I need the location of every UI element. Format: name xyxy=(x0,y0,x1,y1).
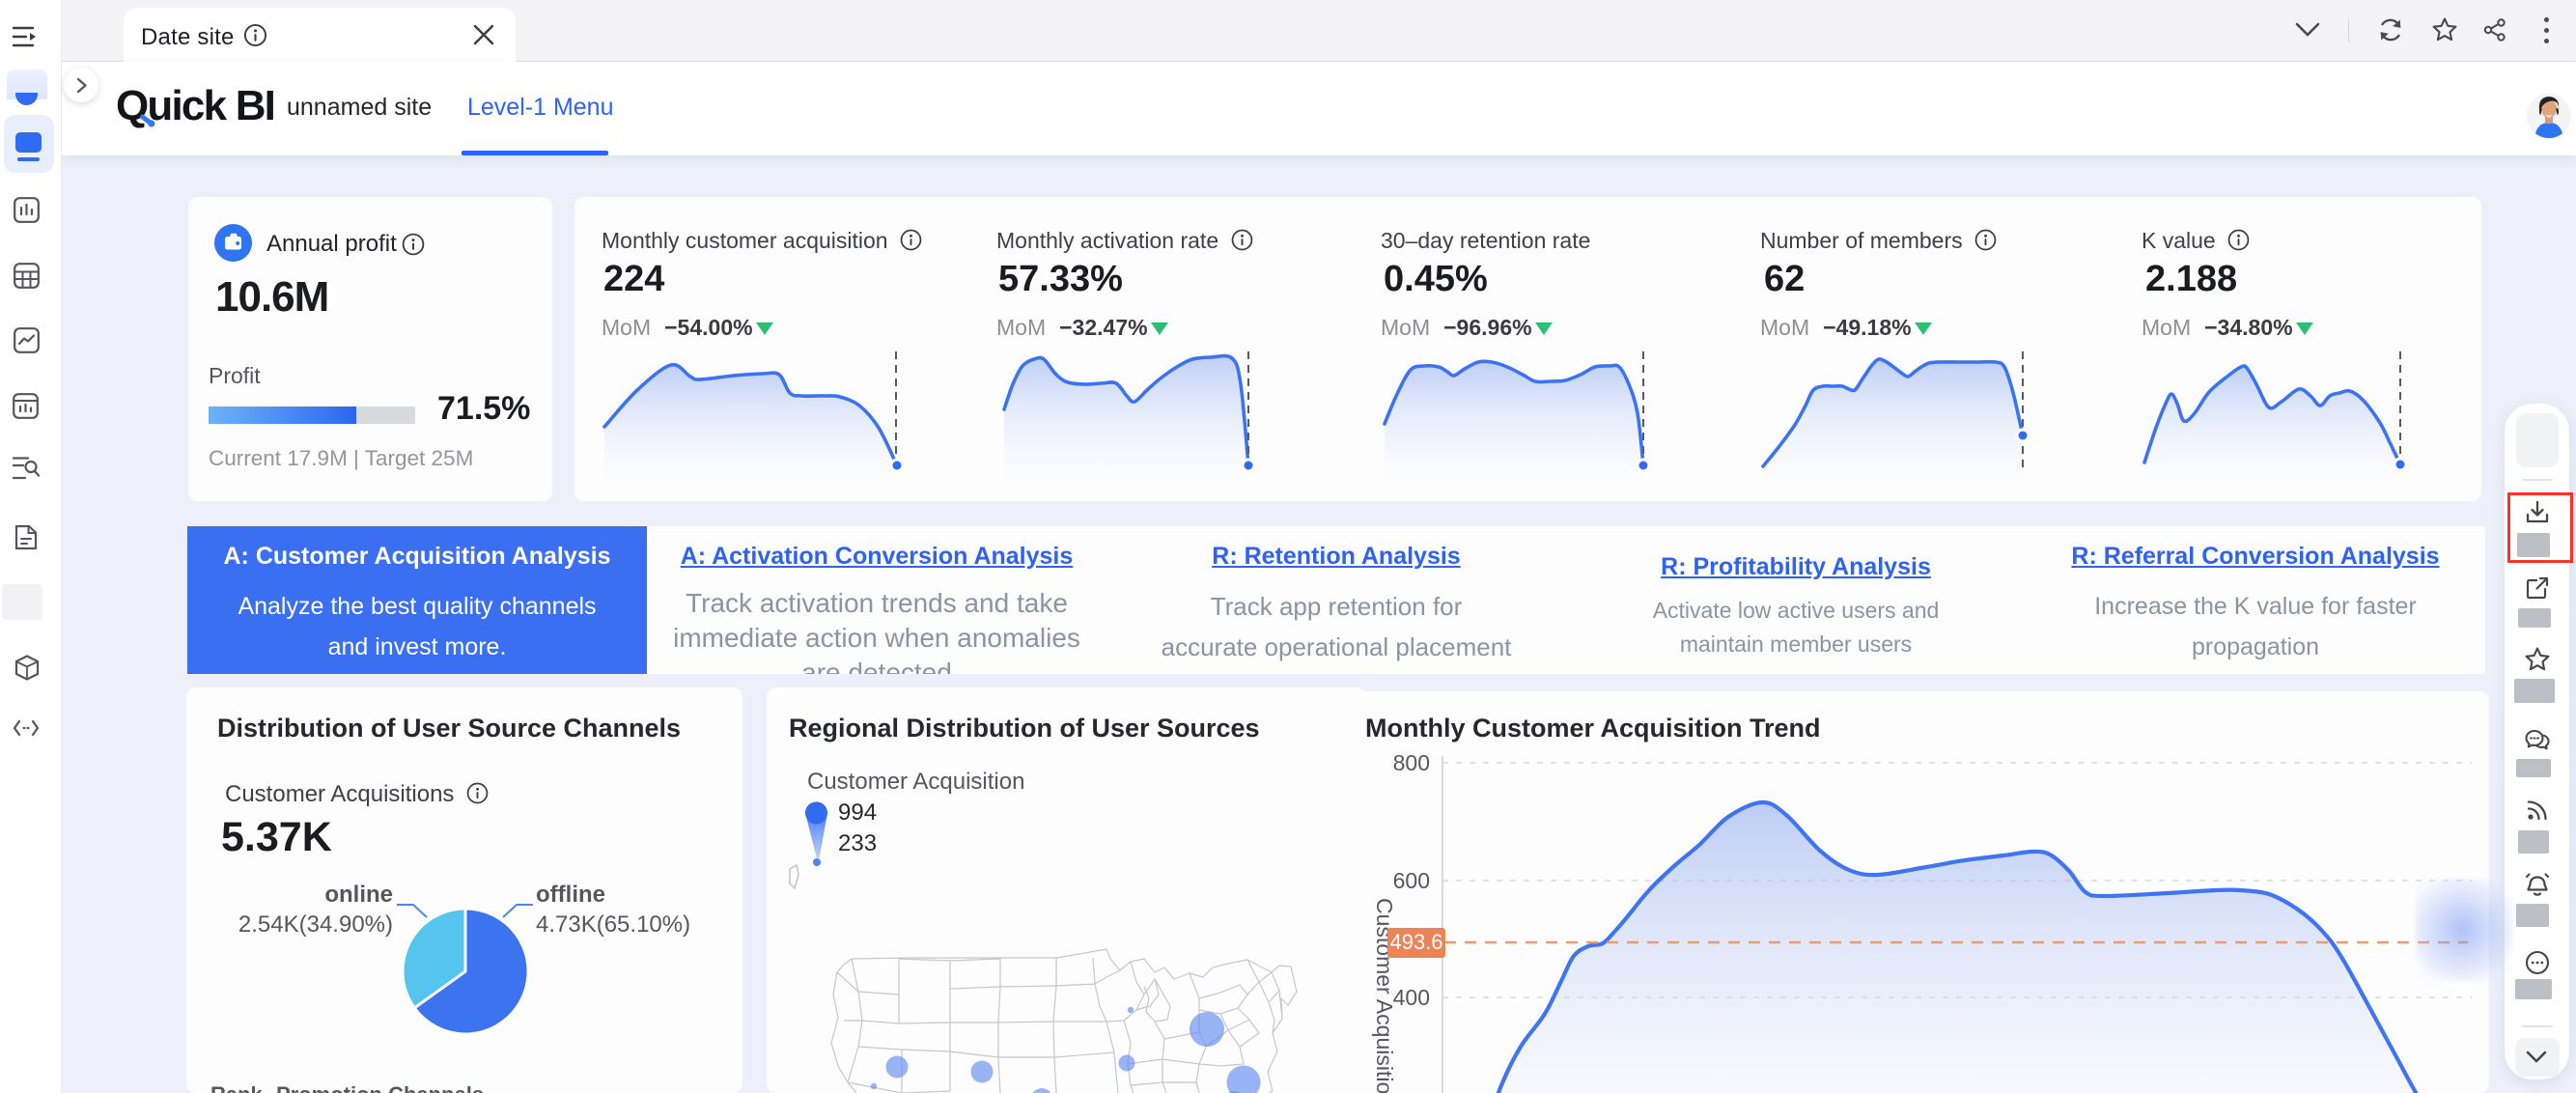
svg-text:493.6: 493.6 xyxy=(1389,930,1442,954)
